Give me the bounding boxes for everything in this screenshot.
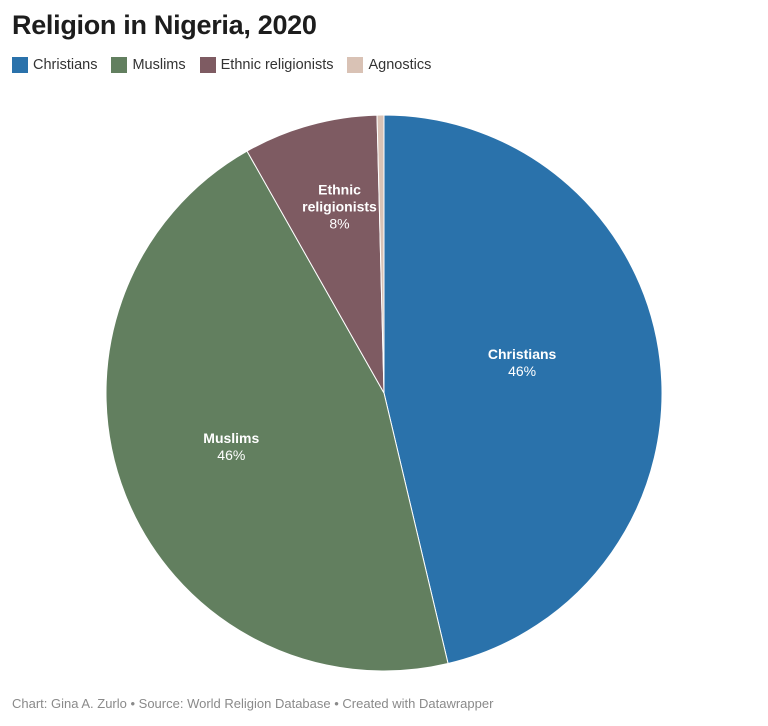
slice-value-christians: 46% (508, 363, 536, 379)
legend-label-muslims: Muslims (132, 57, 186, 73)
legend-label-christians: Christians (33, 57, 98, 73)
slice-name-ethnic-religionists-line-1: Ethnic (318, 181, 361, 197)
chart-footer: Chart: Gina A. Zurlo • Source: World Rel… (12, 696, 494, 711)
pie-slice-agnostics (376, 114, 385, 394)
chart-title: Religion in Nigeria, 2020 (12, 10, 317, 40)
legend-label-agnostics: Agnostics (368, 57, 432, 73)
slice-name-muslims: Muslims (203, 430, 259, 446)
legend-item-christians: Christians (12, 57, 97, 73)
legend-item-agnostics: Agnostics (347, 57, 431, 73)
pie-slice-ethnic-religionists (246, 114, 385, 394)
legend-swatch-agnostics (347, 57, 364, 73)
slice-value-muslims: 46% (217, 447, 245, 463)
legend-item-muslims: Muslims (111, 57, 186, 73)
legend-swatch-muslims (111, 57, 128, 73)
pie-slice-muslims (105, 150, 449, 672)
legend-swatch-christians (12, 57, 28, 73)
legend: Christians Muslims Ethnic religionists A… (12, 57, 445, 73)
slice-value-ethnic-religionists: 8% (329, 215, 349, 231)
legend-item-ethnic-religionists: Ethnic religionists (199, 57, 334, 73)
legend-label-ethnic-religionists: Ethnic religionists (220, 57, 334, 73)
legend-swatch-ethnic-religionists (199, 57, 216, 73)
slice-name-christians: Christians (488, 346, 557, 362)
pie-slice-christians (383, 114, 663, 665)
slice-name-ethnic-religionists-line-2: religionists (302, 198, 377, 214)
